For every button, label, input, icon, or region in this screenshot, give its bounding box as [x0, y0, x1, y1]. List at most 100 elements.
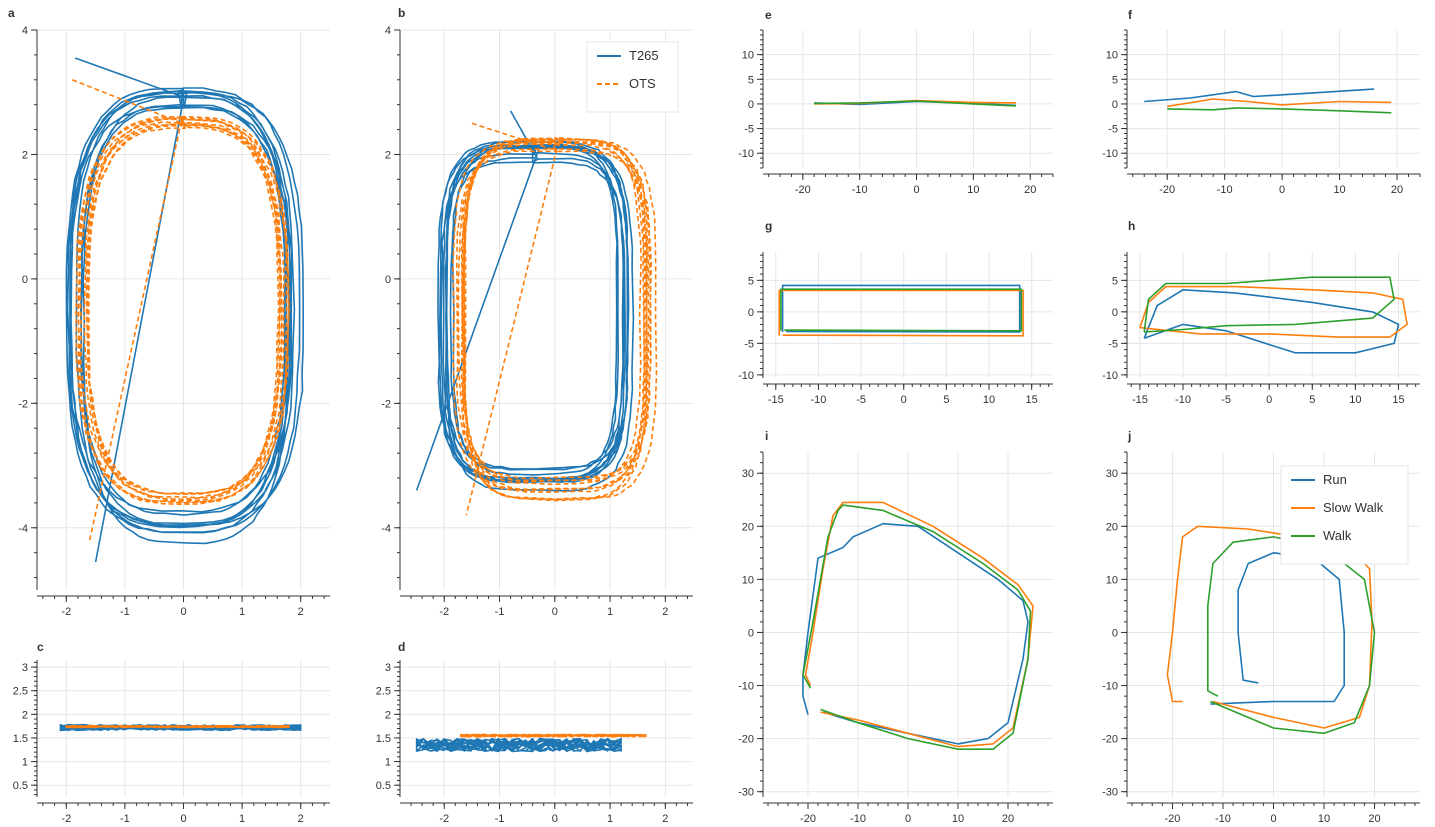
series-walk-line — [1167, 107, 1392, 114]
series-slow-walk-line — [1167, 98, 1392, 108]
y-tick-label: -10 — [738, 148, 754, 160]
plot-area-e — [814, 99, 1017, 107]
y-tick-label: -5 — [1108, 124, 1118, 136]
x-tick-label: 0 — [552, 606, 558, 618]
y-tick-label: 2.5 — [13, 686, 28, 698]
x-tick-label: 0 — [552, 813, 558, 825]
panel-label-i: i — [765, 429, 768, 443]
x-tick-label: -1 — [120, 606, 130, 618]
y-tick-label: -20 — [738, 734, 754, 746]
y-tick-label: 3 — [22, 662, 28, 674]
y-tick-label: 10 — [742, 574, 754, 586]
y-tick-label: 5 — [748, 275, 754, 287]
y-tick-label: 10 — [1106, 574, 1118, 586]
y-tick-label: 0 — [1112, 627, 1118, 639]
series-run-line — [1143, 289, 1400, 354]
x-tick-label: 0 — [1270, 813, 1276, 825]
y-tick-label: 10 — [1106, 50, 1118, 62]
panel-c: c -2 -1 0 1 2 0.5 1 1.5 2 2.5 3 — [13, 640, 330, 825]
legend-j: Run Slow Walk Walk — [1280, 465, 1409, 565]
y-tick-label: 2 — [385, 709, 391, 721]
x-tick-label: 1 — [239, 813, 245, 825]
x-tick-label: 1 — [607, 606, 613, 618]
plot-area-a — [65, 57, 304, 563]
x-tick-label: 10 — [1349, 394, 1361, 406]
y-tick-label: 20 — [1106, 521, 1118, 533]
x-tick-label: 0 — [1266, 394, 1272, 406]
y-tick-label: -4 — [18, 523, 28, 535]
y-tick-label: -2 — [381, 398, 391, 410]
y-tick-label: 0 — [1112, 307, 1118, 319]
plot-area-i — [802, 501, 1034, 750]
y-tick-label: 0.5 — [13, 780, 28, 792]
panel-label-d: d — [398, 640, 405, 654]
series-t265-line — [415, 737, 622, 753]
y-tick-label: 30 — [1106, 468, 1118, 480]
x-tick-label: 10 — [1333, 184, 1345, 196]
panel-b: b -2 -1 0 1 2 -4 -2 0 2 4 — [381, 6, 693, 618]
y-tick-label: 30 — [742, 468, 754, 480]
x-tick-label: 20 — [1391, 184, 1403, 196]
panel-label-b: b — [398, 6, 405, 20]
x-tick-label: 0 — [180, 813, 186, 825]
x-tick-label: 0 — [901, 394, 907, 406]
y-tick-label: 0 — [385, 274, 391, 286]
x-tick-label: 0 — [905, 813, 911, 825]
legend-label-run: Run — [1323, 472, 1347, 487]
x-tick-label: 5 — [943, 394, 949, 406]
y-tick-label: -10 — [738, 370, 754, 382]
series-t265-line — [65, 57, 304, 563]
panel-i: i -20 -10 0 10 20 -30 -20 -10 0 10 20 30 — [738, 429, 1053, 825]
y-tick-label: 20 — [742, 521, 754, 533]
y-tick-label: 4 — [22, 25, 28, 37]
x-tick-label: 5 — [1309, 394, 1315, 406]
y-tick-label: 0.5 — [376, 780, 391, 792]
y-tick-label: -30 — [1102, 787, 1118, 799]
panel-label-g: g — [765, 219, 772, 233]
x-tick-label: -10 — [1175, 394, 1191, 406]
x-tick-label: -1 — [120, 813, 130, 825]
y-tick-label: 0 — [22, 274, 28, 286]
x-tick-label: -2 — [61, 813, 71, 825]
x-tick-label: -15 — [768, 394, 784, 406]
x-tick-label: 15 — [1026, 394, 1038, 406]
panel-label-h: h — [1128, 219, 1135, 233]
x-tick-label: 1 — [239, 606, 245, 618]
x-tick-label: -5 — [1221, 394, 1231, 406]
panel-a: a -2 -1 0 1 2 -4 -2 0 2 4 — [8, 6, 330, 618]
y-tick-label: 2 — [22, 149, 28, 161]
y-tick-label: -10 — [1102, 681, 1118, 693]
series-ots-line — [65, 724, 290, 729]
y-tick-label: 2 — [22, 709, 28, 721]
x-tick-label: -20 — [1165, 813, 1181, 825]
y-tick-label: 0 — [1112, 99, 1118, 111]
y-tick-label: -4 — [381, 523, 391, 535]
series-ots-line — [460, 733, 647, 738]
plot-area-g — [778, 284, 1024, 337]
series-run-line — [1144, 88, 1375, 103]
panel-label-j: j — [1127, 429, 1131, 443]
x-tick-label: 2 — [298, 813, 304, 825]
series-run-line — [802, 522, 1029, 745]
x-tick-label: -2 — [61, 606, 71, 618]
x-tick-label: -20 — [795, 184, 811, 196]
y-tick-label: 5 — [1112, 275, 1118, 287]
y-tick-label: 0 — [748, 307, 754, 319]
legend-label-slow-walk: Slow Walk — [1323, 500, 1384, 515]
x-tick-label: -20 — [800, 813, 816, 825]
x-tick-label: 2 — [662, 813, 668, 825]
y-tick-label: -20 — [1102, 734, 1118, 746]
y-tick-label: -5 — [1108, 338, 1118, 350]
series-walk-line — [802, 504, 1032, 750]
y-tick-label: 10 — [742, 50, 754, 62]
x-tick-label: -20 — [1159, 184, 1175, 196]
x-tick-label: 20 — [1368, 813, 1380, 825]
x-tick-label: 0 — [180, 606, 186, 618]
y-tick-label: 1 — [385, 757, 391, 769]
x-tick-label: -10 — [850, 813, 866, 825]
y-tick-label: 5 — [1112, 74, 1118, 86]
series-slow-walk-line — [778, 289, 1024, 337]
panel-f: f -20 -10 0 10 20 -10 -5 0 5 10 — [1102, 8, 1421, 196]
legend-label-walk: Walk — [1323, 528, 1352, 543]
x-tick-label: -10 — [1215, 813, 1231, 825]
